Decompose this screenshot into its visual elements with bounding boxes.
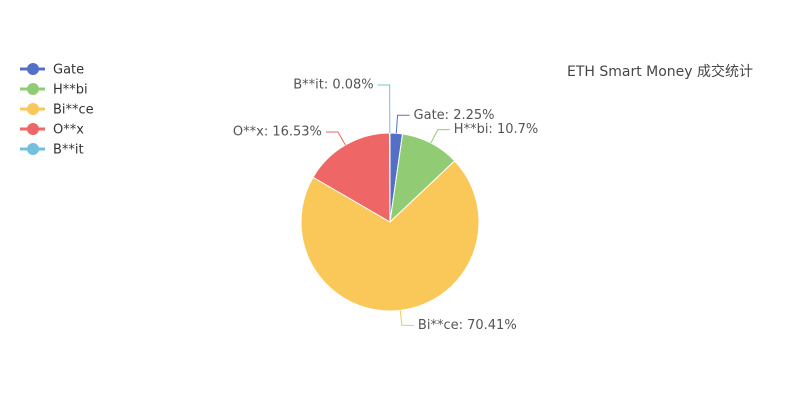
leader-line xyxy=(395,114,410,134)
leader-line xyxy=(399,310,414,326)
pie-slice xyxy=(312,132,391,223)
legend-icon xyxy=(27,143,39,155)
leader-line xyxy=(325,131,346,146)
legend-label: Bi**ce xyxy=(53,103,94,118)
legend-icon xyxy=(27,83,39,95)
data-label: Gate: 2.25% xyxy=(414,108,495,123)
pie-slice xyxy=(300,160,480,312)
data-label: B**it: 0.08% xyxy=(293,78,373,93)
leader-line xyxy=(430,129,450,144)
legend-label: O**x xyxy=(53,123,84,138)
data-label: H**bi: 10.7% xyxy=(454,122,538,137)
legend-label: B**it xyxy=(53,143,84,158)
legend-icon xyxy=(27,123,39,135)
legend-icon xyxy=(27,63,39,75)
legend-label: Gate xyxy=(53,63,84,78)
data-label: Bi**ce: 70.41% xyxy=(418,318,517,333)
data-label: O**x: 16.53% xyxy=(233,124,322,139)
legend-icon xyxy=(27,103,39,115)
leader-line xyxy=(377,84,391,134)
chart-title: ETH Smart Money 成交统计 xyxy=(567,63,753,80)
legend-label: H**bi xyxy=(53,83,88,98)
